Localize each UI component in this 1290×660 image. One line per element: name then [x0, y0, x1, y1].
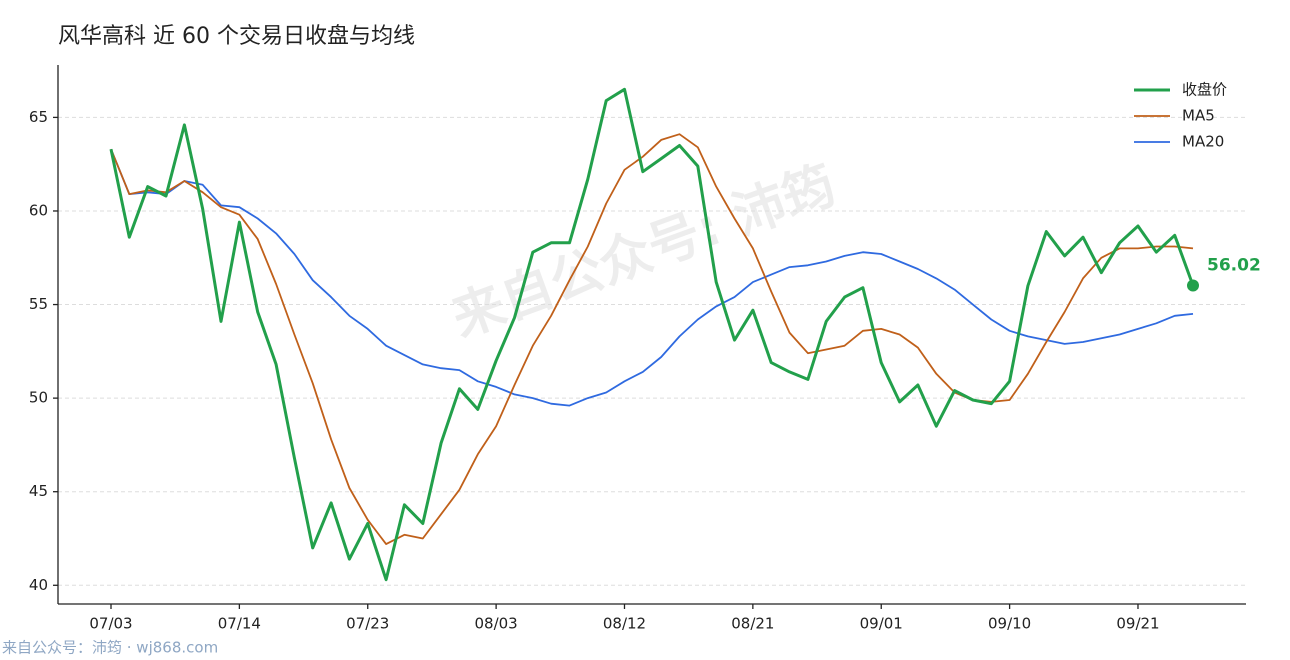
chart-title: 风华高科 近 60 个交易日收盘与均线: [58, 24, 415, 49]
y-tick-label: 45: [29, 482, 48, 500]
y-tick-label: 55: [29, 295, 48, 313]
last-value-label: 56.02: [1207, 255, 1261, 275]
x-tick-label: 07/14: [218, 615, 261, 633]
y-tick-label: 65: [29, 108, 48, 126]
series-line: [109, 87, 1195, 582]
x-tick-label: 08/21: [731, 615, 774, 633]
x-tick-label: 09/10: [988, 615, 1031, 633]
series-line: [110, 133, 1194, 545]
last-point: [1187, 279, 1199, 292]
legend-label: 收盘价: [1182, 81, 1227, 99]
x-tick-label: 09/21: [1116, 615, 1159, 633]
x-tick-label: 07/03: [89, 615, 132, 633]
x-tick-label: 08/03: [475, 615, 518, 633]
legend-label: MA5: [1182, 107, 1215, 125]
series-line: [110, 148, 1194, 407]
legend-label: MA20: [1182, 133, 1224, 151]
x-tick-label: 08/12: [603, 615, 646, 633]
footer: 来自公众号：沛筠 · wj868.com: [2, 639, 218, 657]
y-tick-label: 60: [29, 201, 48, 219]
x-tick-label: 07/23: [346, 615, 389, 633]
x-tick-label: 09/01: [860, 615, 903, 633]
y-tick-label: 50: [29, 389, 48, 407]
y-tick-label: 40: [29, 576, 48, 594]
